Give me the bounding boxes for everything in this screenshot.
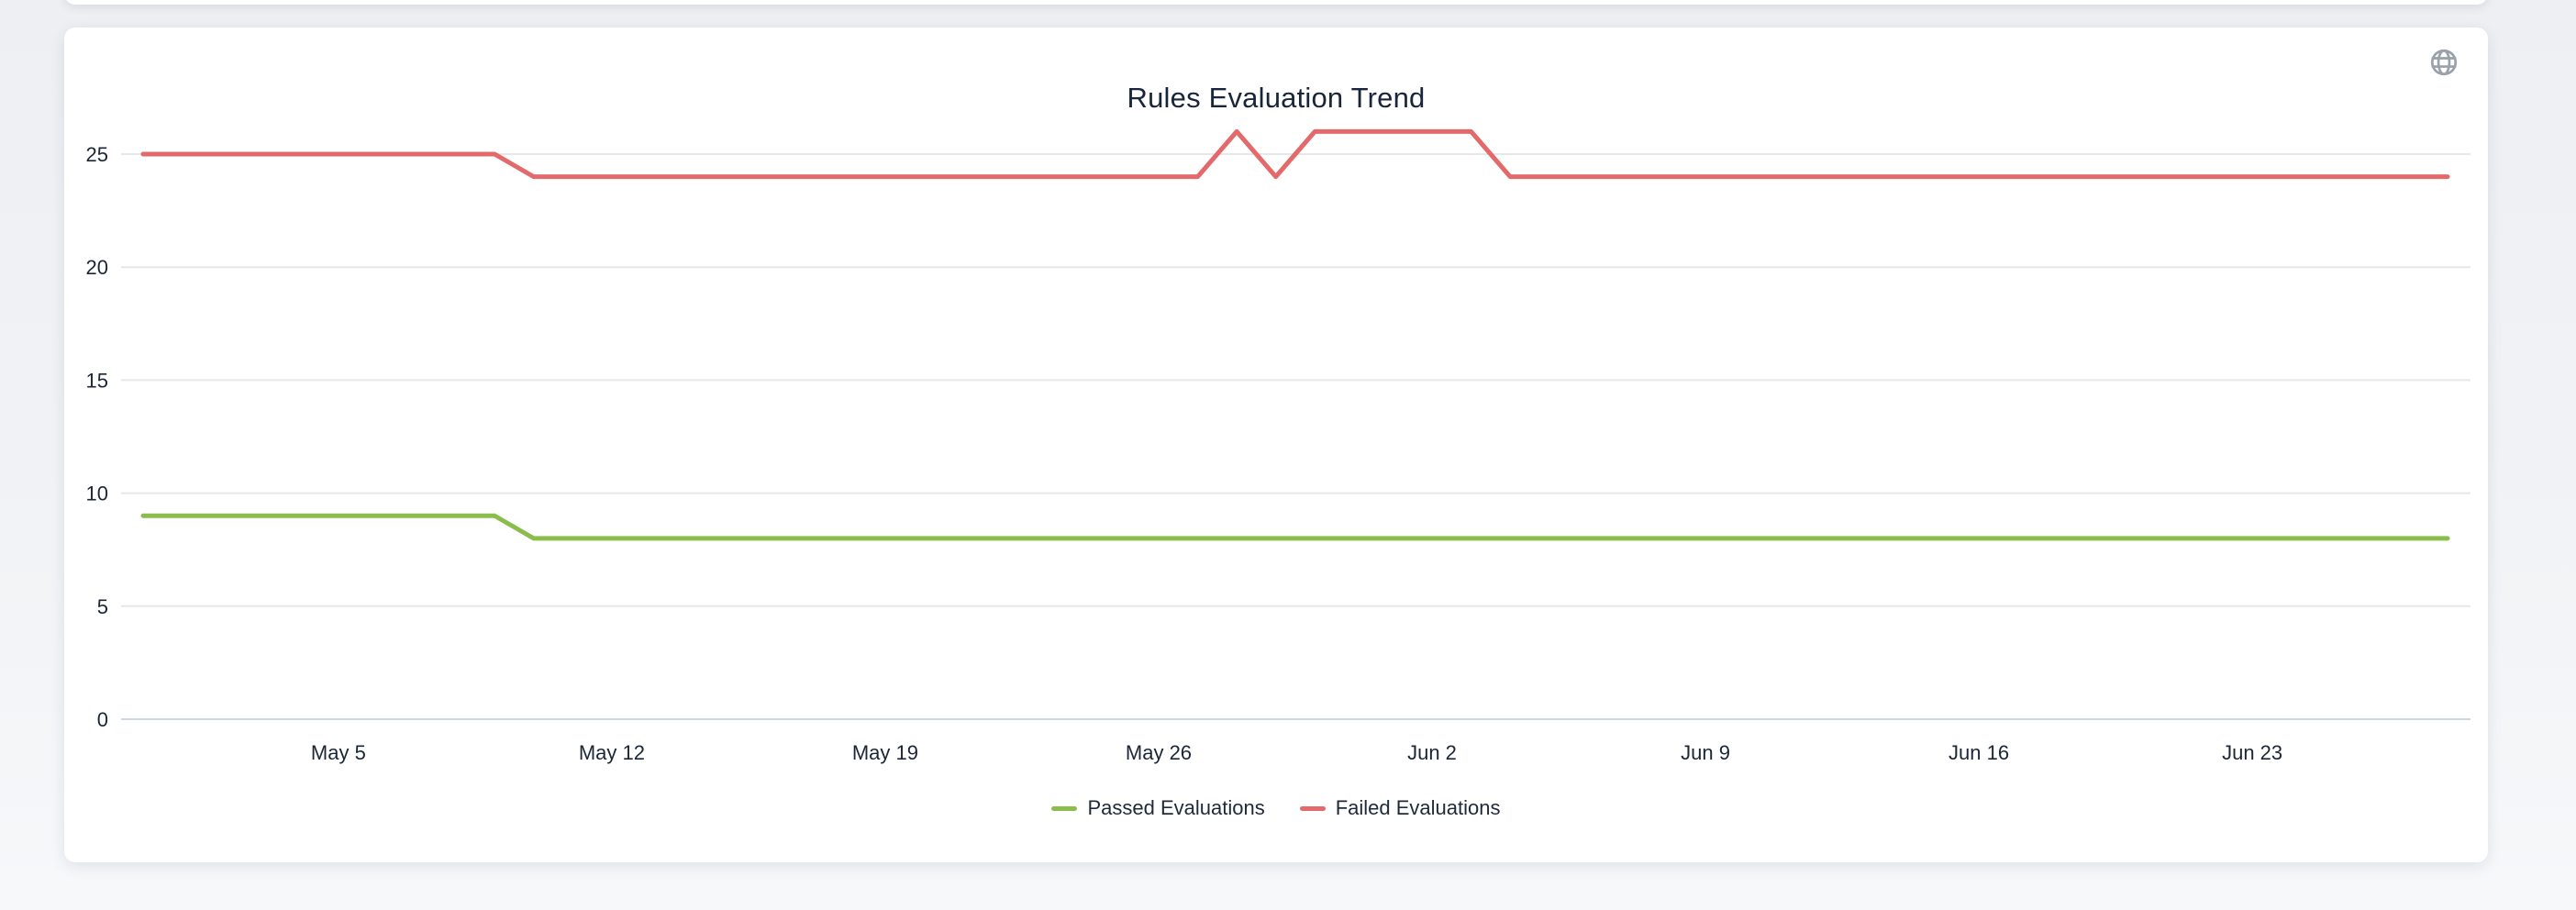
legend-label-failed: Failed Evaluations: [1335, 796, 1501, 819]
x-axis-label-may-26: May 26: [1126, 741, 1192, 764]
x-axis-label-may-12: May 12: [579, 741, 645, 764]
legend-marker-passed: [1051, 805, 1078, 811]
y-axis-label-15: 15: [86, 369, 108, 392]
y-axis-label-5: 5: [97, 595, 108, 618]
series-line-passed-evaluations: [140, 513, 2450, 541]
x-axis-label-may-5: May 5: [311, 741, 366, 764]
legend-item-passed[interactable]: Passed Evaluations: [1051, 796, 1265, 820]
series-line-failed-evaluations: [140, 128, 2450, 180]
x-axis-label-jun-2: Jun 2: [1407, 741, 1457, 764]
chart-title: Rules Evaluation Trend: [1127, 82, 1426, 114]
legend-item-failed[interactable]: Failed Evaluations: [1299, 796, 1501, 820]
y-axis-label-10: 10: [86, 483, 108, 505]
x-axis-label-may-19: May 19: [852, 741, 918, 764]
rules-evaluation-trend-chart: 0 5 10 15 20 25 May 5 May 12 May 19 May 26 Jun 2 Ju…: [86, 128, 2471, 764]
previous-card-bottom-edge: [64, 0, 2488, 5]
x-axis-label-jun-23: Jun 23: [2222, 741, 2282, 764]
legend-marker-failed: [1299, 805, 1326, 811]
y-axis-label-25: 25: [86, 143, 108, 166]
legend-label-passed: Passed Evaluations: [1087, 796, 1265, 819]
x-axis-label-jun-16: Jun 16: [1949, 741, 2009, 764]
chart-legend: Passed Evaluations Failed Evaluations: [64, 796, 2488, 820]
chart-card: 0 5 10 15 20 25 May 5 May 12 May 19 May 26 Jun 2 Ju…: [64, 28, 2488, 862]
x-axis-label-jun-9: Jun 9: [1681, 741, 1730, 764]
y-axis-label-20: 20: [86, 256, 108, 279]
y-axis-label-0: 0: [97, 708, 108, 731]
globe-icon[interactable]: [2427, 46, 2460, 79]
